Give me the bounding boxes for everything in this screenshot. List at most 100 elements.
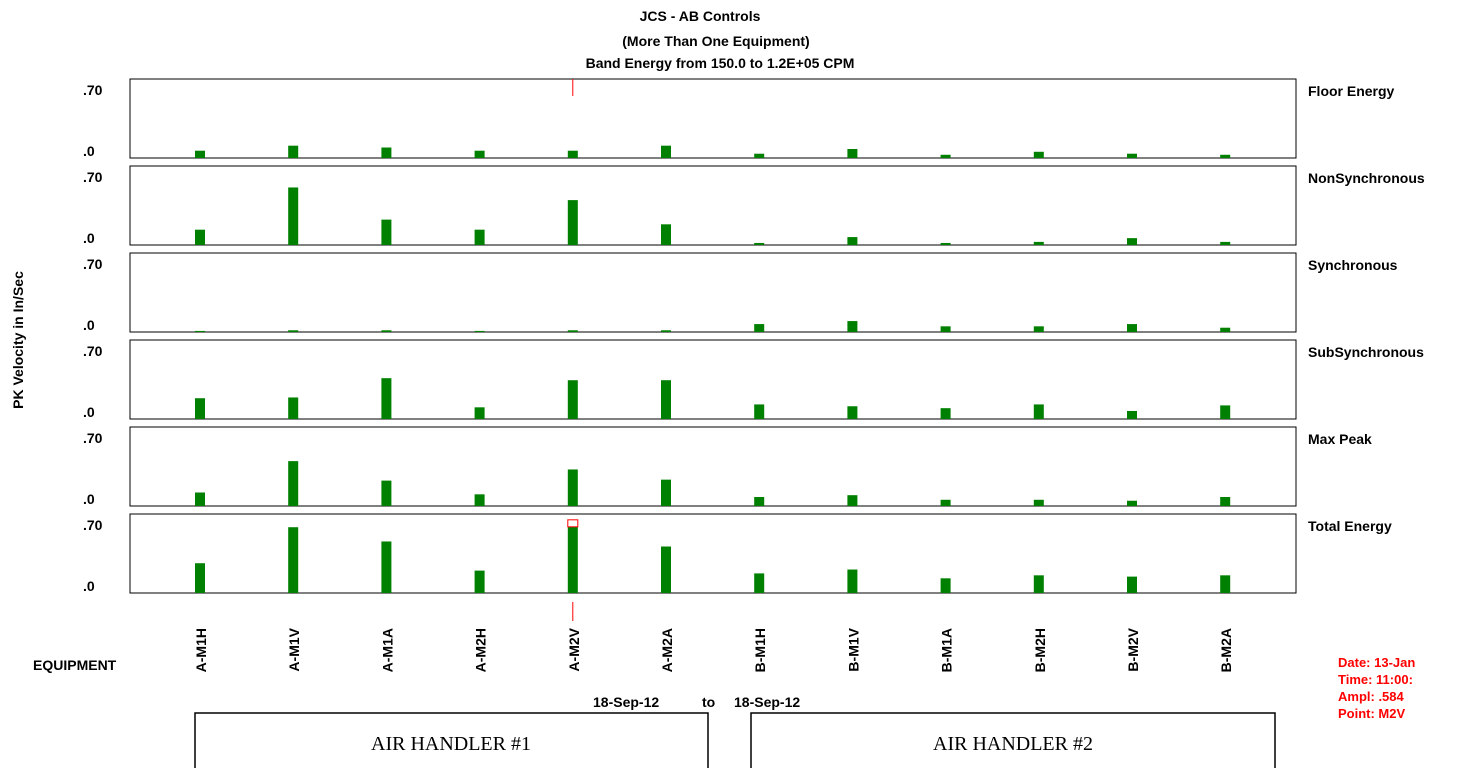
bar[interactable] <box>847 495 858 506</box>
bar[interactable] <box>195 150 205 158</box>
bar[interactable] <box>381 147 392 159</box>
bar[interactable] <box>754 497 765 506</box>
bar[interactable] <box>381 378 392 419</box>
bar[interactable] <box>381 219 392 245</box>
panel-frame <box>129 165 1297 246</box>
bar[interactable] <box>288 397 299 419</box>
panel-total-energy: .70 .0 Total Energy <box>83 513 1392 594</box>
y-tick-label: .70 <box>83 343 103 359</box>
bar[interactable] <box>1033 151 1044 158</box>
x-tick-label: A-M2H <box>473 628 489 672</box>
panel-name: Floor Energy <box>1308 83 1395 99</box>
bar[interactable] <box>474 229 485 245</box>
bar[interactable] <box>754 404 765 419</box>
bar[interactable] <box>567 150 578 158</box>
bar[interactable] <box>1220 575 1231 593</box>
bar[interactable] <box>195 492 205 507</box>
bar[interactable] <box>1033 241 1044 245</box>
panel-frame <box>129 513 1297 594</box>
y-axis-label: PK Velocity in In/Sec <box>10 271 26 409</box>
x-axis-label: EQUIPMENT <box>33 657 117 673</box>
y-tick-label: .70 <box>83 82 103 98</box>
bar[interactable] <box>567 330 578 332</box>
bar[interactable] <box>381 541 392 593</box>
bar[interactable] <box>288 461 299 506</box>
bar[interactable] <box>195 229 205 245</box>
bar[interactable] <box>1127 576 1137 593</box>
bar[interactable] <box>940 408 951 419</box>
bar[interactable] <box>474 494 485 506</box>
panel-frame <box>129 339 1297 420</box>
bar[interactable] <box>940 154 951 158</box>
panel-name: Total Energy <box>1308 518 1392 534</box>
bar[interactable] <box>1127 500 1137 506</box>
bar[interactable] <box>754 153 765 158</box>
bar[interactable] <box>1033 499 1044 506</box>
bar[interactable] <box>1033 575 1044 593</box>
readout-ampl: Ampl: .584 <box>1338 689 1405 704</box>
y-tick-label: .70 <box>83 169 103 185</box>
bar[interactable] <box>847 237 858 245</box>
bar[interactable] <box>1033 326 1044 332</box>
bar[interactable] <box>661 145 671 158</box>
bar[interactable] <box>1127 153 1137 158</box>
panel-nonsynchronous: .70 .0 NonSynchronous <box>83 165 1425 246</box>
bar[interactable] <box>288 187 299 245</box>
bar[interactable] <box>847 321 858 332</box>
bar[interactable] <box>1220 497 1231 506</box>
bar[interactable] <box>474 150 485 158</box>
y-tick-label: .70 <box>83 517 103 533</box>
bar[interactable] <box>1220 327 1231 332</box>
bar[interactable] <box>288 527 299 593</box>
bar[interactable] <box>754 573 765 593</box>
bar[interactable] <box>1127 324 1137 332</box>
bar[interactable] <box>661 479 671 506</box>
bar[interactable] <box>661 330 671 332</box>
bar[interactable] <box>661 224 671 245</box>
bar[interactable] <box>1220 241 1231 245</box>
bar[interactable] <box>1127 410 1137 419</box>
readout-point: Point: M2V <box>1338 706 1405 721</box>
bar[interactable] <box>474 407 485 419</box>
bar[interactable] <box>381 480 392 506</box>
bar[interactable] <box>567 522 578 593</box>
panel-name: Synchronous <box>1308 257 1398 273</box>
y-tick-label: .0 <box>83 578 95 594</box>
bar[interactable] <box>661 380 671 419</box>
group-box-air-handler-2: AIR HANDLER #2 <box>750 712 1276 768</box>
bar[interactable] <box>940 326 951 332</box>
bar[interactable] <box>195 398 205 419</box>
bar[interactable] <box>1220 405 1231 419</box>
bar[interactable] <box>474 330 485 332</box>
cursor-marker[interactable] <box>567 79 579 621</box>
bar[interactable] <box>847 406 858 419</box>
bar[interactable] <box>381 330 392 332</box>
x-tick-label: A-M1A <box>379 628 395 672</box>
bar[interactable] <box>195 563 205 593</box>
bar[interactable] <box>195 330 205 332</box>
bar[interactable] <box>1033 404 1044 419</box>
panel-name: Max Peak <box>1308 431 1372 447</box>
date-to-word: to <box>702 694 715 710</box>
panel-max-peak: .70 .0 Max Peak <box>83 426 1372 507</box>
bar[interactable] <box>940 578 951 593</box>
bar[interactable] <box>567 200 578 245</box>
bar[interactable] <box>288 330 299 332</box>
bar[interactable] <box>847 569 858 593</box>
bar[interactable] <box>847 149 858 158</box>
date-range: 18-Sep-12 to 18-Sep-12 <box>593 694 800 710</box>
title-line-2: (More Than One Equipment) <box>622 33 809 49</box>
bar[interactable] <box>754 242 765 245</box>
bar[interactable] <box>567 380 578 419</box>
x-tick-label: A-M2V <box>566 627 582 671</box>
bar[interactable] <box>288 145 299 158</box>
bar[interactable] <box>1220 154 1231 158</box>
bar[interactable] <box>940 499 951 506</box>
bar[interactable] <box>474 570 485 593</box>
bar[interactable] <box>1127 238 1137 245</box>
bar[interactable] <box>940 242 951 245</box>
bar[interactable] <box>567 469 578 506</box>
bar[interactable] <box>661 546 671 594</box>
bar[interactable] <box>754 324 765 332</box>
